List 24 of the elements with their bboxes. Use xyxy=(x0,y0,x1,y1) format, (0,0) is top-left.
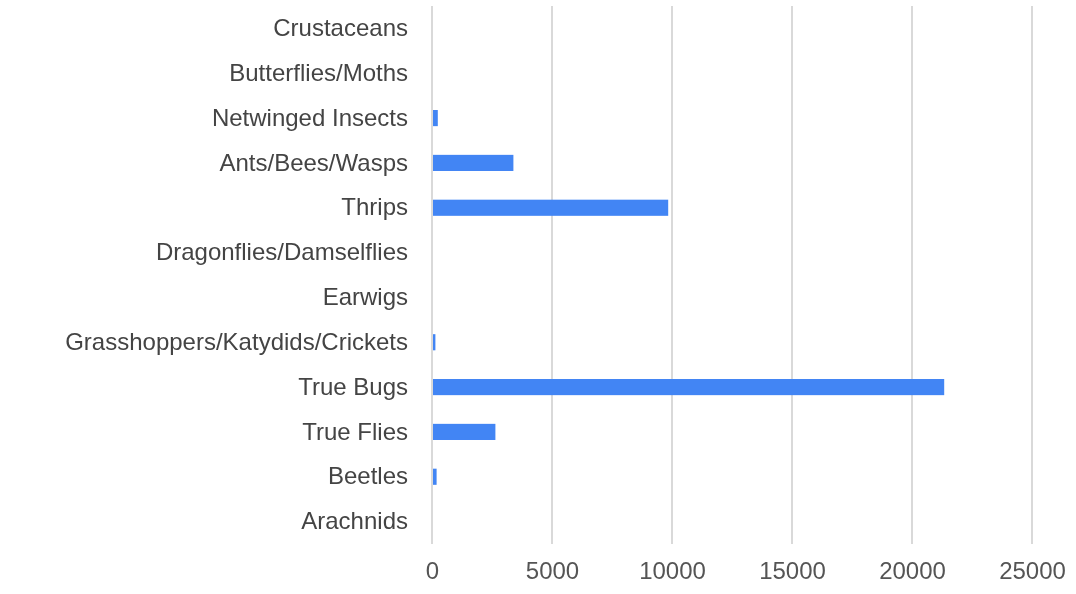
y-tick-label: Butterflies/Moths xyxy=(229,58,408,86)
y-tick-label: Grasshoppers/Katydids/Crickets xyxy=(65,327,408,355)
x-tick-label: 5000 xyxy=(525,557,580,585)
y-tick-label: Ants/Bees/Wasps xyxy=(219,148,408,176)
y-tick-label: Dragonflies/Damselflies xyxy=(155,238,408,266)
y-tick-label: True Flies xyxy=(302,417,408,445)
x-tick-label: 0 xyxy=(425,557,440,585)
bar xyxy=(433,379,945,396)
y-tick-label: Crustaceans xyxy=(273,14,408,42)
y-tick-label: Netwinged Insects xyxy=(211,103,408,131)
bar xyxy=(433,110,438,127)
bar xyxy=(433,423,496,440)
bar xyxy=(433,468,437,485)
bar xyxy=(433,154,514,171)
y-tick-label: True Bugs xyxy=(298,372,408,400)
y-tick-label: Thrips xyxy=(341,193,408,221)
x-tick-label: 25000 xyxy=(999,557,1066,585)
x-tick-label: 20000 xyxy=(879,557,946,585)
bar xyxy=(433,199,669,216)
y-tick-label: Arachnids xyxy=(301,507,408,535)
y-tick-label: Beetles xyxy=(327,462,408,490)
y-tick-label: Earwigs xyxy=(322,283,408,311)
x-tick-label: 10000 xyxy=(639,557,706,585)
x-tick-label: 15000 xyxy=(759,557,826,585)
